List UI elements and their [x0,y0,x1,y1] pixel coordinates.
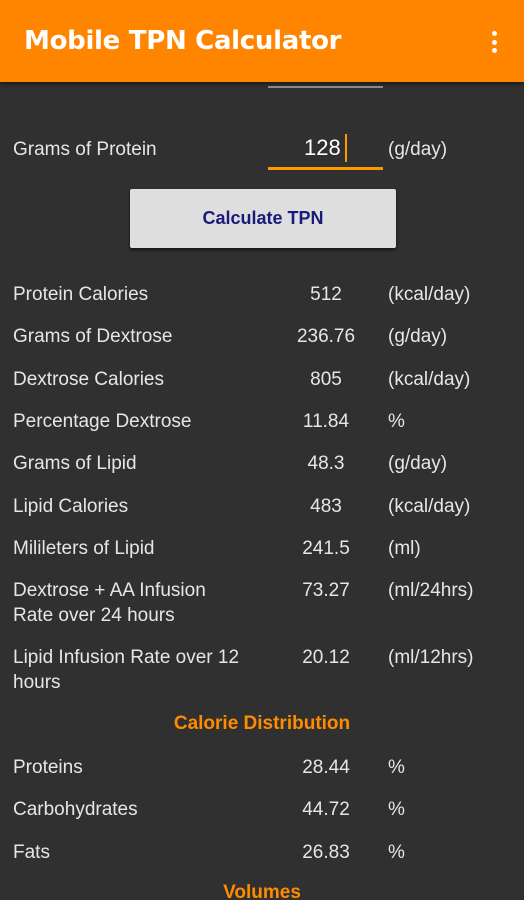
distribution-label: Fats [13,842,50,863]
result-label-line1: Dextrose + AA Infusion [13,580,206,601]
result-label-line2: hours [13,672,61,693]
divider [268,86,383,88]
result-unit: (g/day) [388,326,448,347]
result-value: 483 [310,496,342,517]
text-cursor [345,134,347,162]
result-label: Milileters of Lipid [13,538,155,559]
result-value: 48.3 [307,453,345,474]
result-label-line2: Rate over 24 hours [13,605,175,626]
protein-input-label: Grams of Protein [13,139,157,160]
result-unit: (ml/12hrs) [388,647,474,668]
result-value: 11.84 [302,411,350,432]
result-label: Protein Calories [13,284,149,305]
result-unit: % [388,411,405,432]
calculate-tpn-button[interactable]: Calculate TPN [130,189,396,248]
result-value: 805 [310,369,342,390]
distribution-value: 26.83 [302,842,350,863]
result-unit: (kcal/day) [388,496,471,517]
result-label: Grams of Dextrose [13,326,173,347]
result-label: Percentage Dextrose [13,411,192,432]
protein-input-value[interactable]: 128 [304,135,341,160]
result-unit: (kcal/day) [388,284,471,305]
result-unit: (ml) [388,538,421,559]
result-value: 236.76 [296,326,356,347]
distribution-label: Proteins [13,757,83,778]
result-value: 73.27 [302,580,350,601]
result-label: Lipid Calories [13,496,129,517]
distribution-label: Carbohydrates [13,799,138,820]
protein-input[interactable]: 128 [268,132,383,170]
result-label: Grams of Lipid [13,453,137,474]
app-bar: Mobile TPN Calculator [0,0,524,82]
result-value: 20.12 [302,647,350,668]
app-title: Mobile TPN Calculator [24,26,342,56]
volumes-heading: Volumes [223,882,301,900]
result-label: Dextrose Calories [13,369,164,390]
result-value: 512 [310,284,342,305]
distribution-unit: % [388,799,405,820]
result-value: 241.5 [302,538,350,559]
protein-input-unit: (g/day) [388,139,448,160]
result-unit: (g/day) [388,453,448,474]
calorie-distribution-heading: Calorie Distribution [173,713,351,734]
distribution-unit: % [388,757,405,778]
result-unit: (ml/24hrs) [388,580,474,601]
distribution-value: 44.72 [302,799,350,820]
more-vert-icon[interactable] [484,27,504,57]
result-unit: (kcal/day) [388,369,471,390]
distribution-value: 28.44 [302,757,350,778]
distribution-unit: % [388,842,405,863]
result-label-line1: Lipid Infusion Rate over 12 [13,647,240,668]
